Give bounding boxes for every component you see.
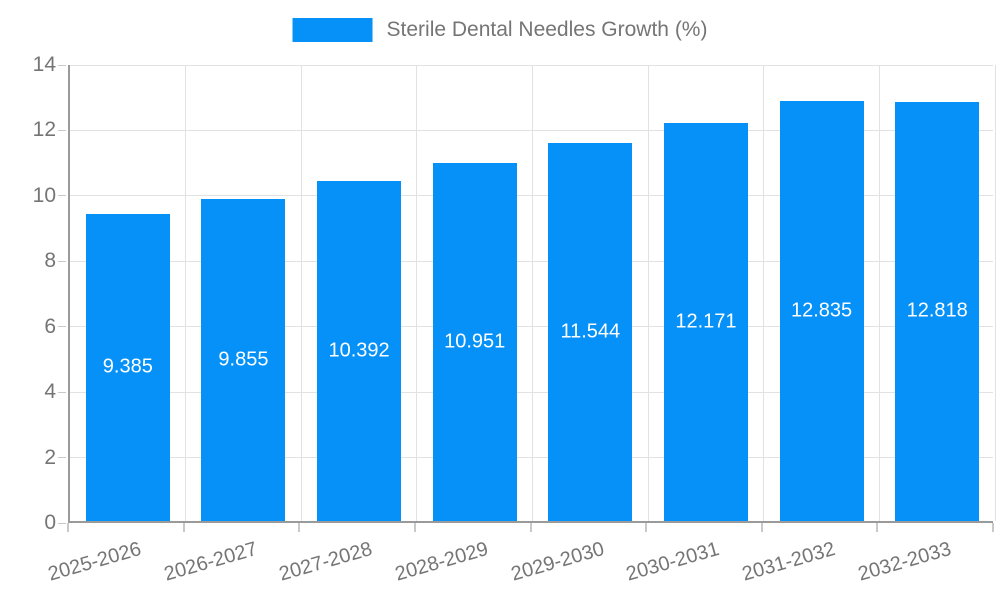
y-tick-mark xyxy=(58,64,66,66)
x-tick-label: 2025-2026 xyxy=(45,538,144,586)
legend-swatch xyxy=(292,18,373,42)
gridline-vertical xyxy=(647,65,649,521)
gridline-horizontal xyxy=(70,326,993,328)
y-tick-label: 12 xyxy=(32,118,56,142)
x-tick-mark xyxy=(67,523,69,532)
bar: 12.818 xyxy=(895,101,980,521)
y-tick-label: 14 xyxy=(32,53,56,76)
y-tick-mark xyxy=(58,522,66,524)
x-axis: 2025-2026 2026-2027 2027-2028 2028-2029 2029… xyxy=(46,530,993,600)
x-tick-mark xyxy=(645,523,648,532)
bar-value-label: 12.818 xyxy=(906,299,968,322)
gridline-horizontal xyxy=(70,129,993,131)
x-tick-label: 2032-2033 xyxy=(855,538,954,586)
y-tick-mark xyxy=(58,391,66,393)
x-tick-label: 2027-2028 xyxy=(277,538,376,586)
bar-value-label: 12.171 xyxy=(675,310,737,333)
x-tick-mark xyxy=(876,523,879,532)
plot-area: 9.385 9.855 10.392 10.951 11.544 12.171 12.835… xyxy=(68,64,996,523)
y-tick-label: 0 xyxy=(44,511,56,534)
bar-value-label: 9.855 xyxy=(218,348,269,371)
bar: 9.385 xyxy=(85,213,170,521)
gridline-horizontal xyxy=(70,195,993,197)
gridline-vertical xyxy=(763,65,765,521)
gridline-vertical xyxy=(300,65,302,521)
y-tick-mark xyxy=(58,195,66,197)
x-tick-label: 2028-2029 xyxy=(392,538,491,586)
y-tick-label: 2 xyxy=(44,445,56,469)
bar: 12.835 xyxy=(779,101,864,521)
chart-legend: Sterile Dental Needles Growth (%) xyxy=(292,18,708,42)
bar-value-label: 12.835 xyxy=(790,299,853,322)
x-tick-mark xyxy=(182,523,185,532)
y-tick-mark xyxy=(58,326,66,328)
x-tick-label: 2029-2030 xyxy=(508,538,607,586)
bar: 11.544 xyxy=(548,143,633,521)
gridline-vertical xyxy=(416,65,418,521)
x-tick-mark xyxy=(992,523,994,532)
gridline-vertical xyxy=(878,65,880,521)
gridline-horizontal xyxy=(70,64,993,66)
y-tick-mark xyxy=(58,260,66,262)
x-tick-label: 2030-2031 xyxy=(623,538,723,586)
gridline-vertical xyxy=(532,65,533,521)
x-tick-mark xyxy=(760,523,763,532)
gridline-vertical xyxy=(994,65,996,521)
y-tick-label: 4 xyxy=(44,380,56,404)
x-tick-mark xyxy=(298,523,301,532)
y-tick-label: 8 xyxy=(44,249,56,273)
y-tick-label: 6 xyxy=(44,314,56,338)
gridline-vertical xyxy=(185,65,187,521)
legend-label: Sterile Dental Needles Growth (%) xyxy=(386,18,708,41)
bar: 10.951 xyxy=(432,162,517,521)
x-tick-mark xyxy=(529,523,532,532)
gridline-horizontal xyxy=(70,457,993,459)
gridline-horizontal xyxy=(70,260,993,262)
bar-value-label: 11.544 xyxy=(560,320,621,343)
x-tick-label: 2026-2027 xyxy=(161,538,260,586)
x-tick-label: 2031-2032 xyxy=(739,538,838,586)
bar-value-label: 9.385 xyxy=(102,355,153,378)
bar-value-label: 10.392 xyxy=(328,339,390,362)
bar-value-label: 10.951 xyxy=(444,330,506,353)
bar: 9.855 xyxy=(201,198,286,521)
bar: 10.392 xyxy=(317,181,402,521)
x-tick-mark xyxy=(413,523,416,532)
bar: 12.171 xyxy=(663,122,748,521)
y-tick-label: 10 xyxy=(32,183,56,207)
gridline-horizontal xyxy=(70,391,993,393)
y-tick-mark xyxy=(58,457,66,459)
y-tick-mark xyxy=(58,129,66,131)
